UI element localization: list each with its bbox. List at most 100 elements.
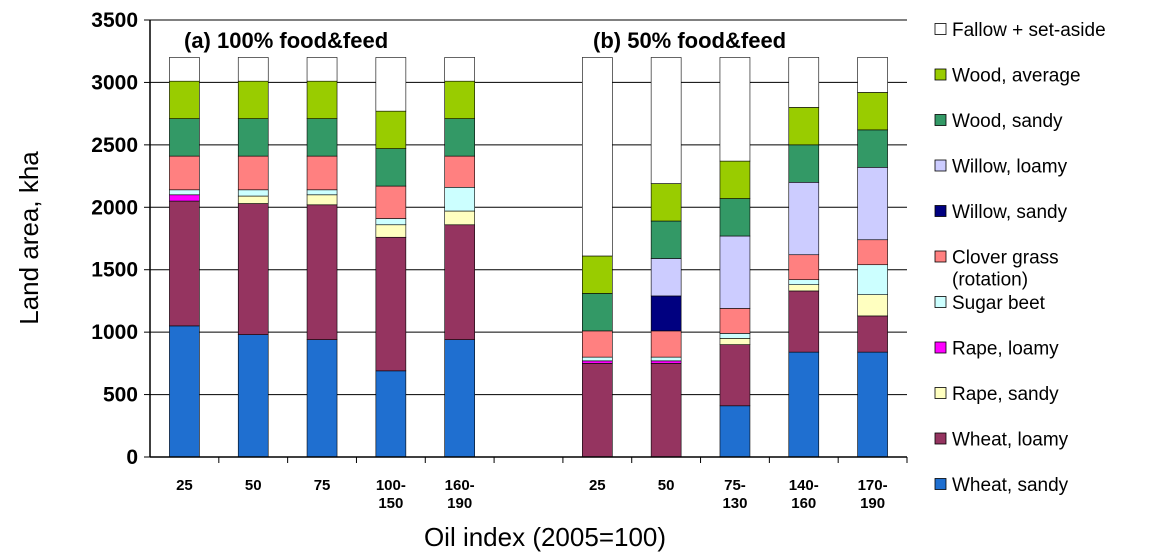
bar-segment-4-10 bbox=[444, 57, 475, 82]
bar-segment-2-5 bbox=[306, 155, 338, 191]
bar-segment-5-10 bbox=[582, 57, 613, 257]
bar-segment-5-1 bbox=[582, 363, 613, 458]
bar-segment-4-9 bbox=[444, 80, 475, 119]
gridlines bbox=[150, 19, 907, 396]
bar-segment-4-8 bbox=[444, 118, 475, 157]
bar-segment-9-2 bbox=[857, 294, 888, 317]
bar-segment-2-10 bbox=[306, 57, 338, 82]
bar-segment-8-5 bbox=[788, 254, 820, 281]
x-tick-label: 50 bbox=[658, 477, 675, 494]
y-axis-title: Land area, kha bbox=[14, 151, 44, 325]
bar-segment-1-9 bbox=[237, 80, 269, 119]
bar-segment-2-0 bbox=[306, 339, 338, 458]
x-tick-label: 25 bbox=[589, 477, 606, 494]
bar-segment-5-3 bbox=[582, 360, 613, 364]
legend-swatch bbox=[934, 159, 947, 172]
bar-segment-3-2 bbox=[375, 224, 407, 238]
legend-swatch bbox=[934, 23, 947, 35]
bar-segment-7-5 bbox=[719, 308, 751, 334]
bar-segment-6-10 bbox=[650, 57, 682, 184]
y-tick-label: 3500 bbox=[91, 9, 138, 32]
bar-segment-8-0 bbox=[788, 351, 820, 458]
bar-segment-7-10 bbox=[719, 57, 751, 162]
legend-entry: Willow, loamy bbox=[952, 157, 1068, 178]
bar-segment-1-5 bbox=[237, 155, 269, 191]
bar-segment-4-5 bbox=[444, 155, 475, 188]
x-tick-label: 100-150 bbox=[376, 477, 406, 512]
bar-segment-6-8 bbox=[650, 220, 682, 259]
legend-entry: Wood, sandy bbox=[952, 111, 1063, 132]
bar-segment-1-4 bbox=[237, 189, 269, 197]
plot-area bbox=[150, 20, 907, 457]
bar-segment-2-4 bbox=[306, 189, 338, 196]
legend: Fallow + set-aside Wood, average Wood, san… bbox=[934, 20, 1106, 496]
y-tick-labels: 0 500 1000 1500 2000 2500 3000 3500 bbox=[91, 9, 138, 469]
bar-segment-8-1 bbox=[788, 290, 820, 353]
y-tick-label: 1500 bbox=[91, 259, 138, 282]
bar-segment-8-10 bbox=[788, 57, 820, 108]
legend-entry: Wood, average bbox=[952, 66, 1081, 87]
x-axis-title: Oil index (2005=100) bbox=[424, 522, 666, 552]
x-tick-label: 170-190 bbox=[858, 477, 888, 512]
bar-segment-6-5 bbox=[650, 330, 682, 358]
legend-swatch bbox=[934, 478, 947, 490]
bar-segment-8-7 bbox=[788, 182, 820, 256]
group-label-b: (b) 50% food&feed bbox=[593, 28, 786, 53]
bar-segment-6-3 bbox=[650, 360, 682, 364]
legend-entry: Wheat, loamy bbox=[952, 430, 1069, 451]
bar-segment-7-9 bbox=[719, 160, 751, 199]
bar-segment-4-4 bbox=[444, 187, 475, 212]
bar-segment-5-5 bbox=[582, 330, 613, 358]
bar-segment-0-1 bbox=[169, 200, 200, 327]
bar-segment-1-1 bbox=[237, 203, 269, 335]
x-tick-label: 140-160 bbox=[789, 477, 819, 512]
bar-segment-6-1 bbox=[650, 363, 682, 458]
bar-segment-1-10 bbox=[237, 57, 269, 82]
bar-segment-7-1 bbox=[719, 344, 751, 407]
axes bbox=[144, 19, 908, 463]
bar-segment-2-1 bbox=[306, 204, 338, 340]
bar-segment-2-8 bbox=[306, 118, 338, 157]
bar-segment-2-2 bbox=[306, 194, 338, 206]
bar-segment-8-4 bbox=[788, 279, 820, 285]
x-tick-label: 75-130 bbox=[722, 477, 747, 512]
legend-swatch bbox=[934, 114, 947, 126]
bar-segment-8-9 bbox=[788, 107, 820, 146]
bar-segment-3-0 bbox=[375, 370, 407, 458]
legend-swatch bbox=[934, 250, 947, 263]
x-tick-label: 75 bbox=[314, 477, 331, 494]
legend-entry: Rape, loamy bbox=[952, 339, 1059, 360]
legend-entry: Fallow + set-aside bbox=[952, 20, 1106, 41]
y-tick-label: 500 bbox=[103, 384, 138, 407]
bar-segment-9-10 bbox=[857, 57, 888, 93]
bar-segment-7-0 bbox=[719, 405, 751, 458]
x-tick-labels: 25 50 75 100-150 160-190 25 50 75-130 140-160 170… bbox=[176, 477, 888, 512]
bar-segment-8-2 bbox=[788, 284, 820, 292]
legend-swatch bbox=[934, 387, 947, 399]
legend-swatch bbox=[934, 341, 947, 354]
group-label-a: (a) 100% food&feed bbox=[184, 28, 388, 53]
bar-segment-5-4 bbox=[582, 356, 613, 362]
bar-segment-9-5 bbox=[857, 239, 888, 266]
bars bbox=[169, 57, 888, 458]
y-tick-label: 3000 bbox=[91, 71, 138, 94]
legend-swatch bbox=[934, 296, 947, 308]
legend-swatch bbox=[934, 205, 947, 217]
bar-segment-3-10 bbox=[375, 57, 407, 112]
bar-segment-7-2 bbox=[719, 338, 751, 345]
bar-segment-0-8 bbox=[169, 118, 200, 157]
bar-segment-0-4 bbox=[169, 189, 200, 196]
bar-segment-7-4 bbox=[719, 333, 751, 339]
bar-segment-1-2 bbox=[237, 195, 269, 204]
y-tick-label: 2500 bbox=[91, 134, 138, 157]
bar-segment-5-9 bbox=[582, 255, 613, 294]
bar-segment-6-7 bbox=[650, 258, 682, 297]
bar-segment-7-7 bbox=[719, 235, 751, 309]
bar-segment-2-9 bbox=[306, 80, 338, 119]
bar-segment-9-8 bbox=[857, 129, 888, 168]
legend-entry: Willow, sandy bbox=[952, 202, 1068, 223]
bar-segment-9-0 bbox=[857, 351, 888, 458]
legend-entry: Clover grass (rotation) bbox=[952, 248, 1059, 291]
bar-segment-3-4 bbox=[375, 218, 407, 226]
bar-segment-1-8 bbox=[237, 118, 269, 157]
